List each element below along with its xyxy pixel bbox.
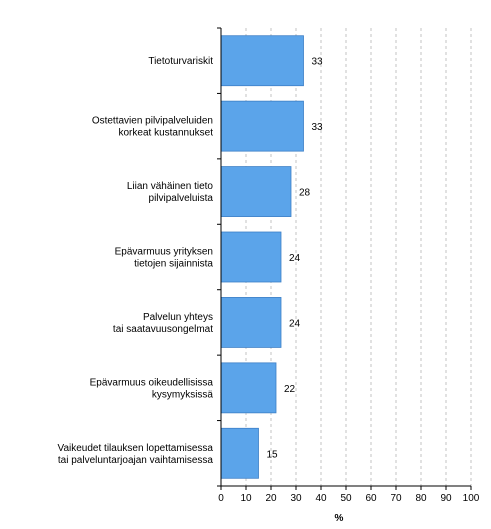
data-label: 15 [267, 449, 279, 460]
bar [220, 100, 304, 152]
bar [220, 35, 304, 87]
data-label: 33 [312, 57, 324, 68]
category-label-line: Epävarmuus oikeudellisissa [90, 377, 214, 388]
x-tick-label: 100 [463, 493, 480, 504]
data-label: 24 [289, 253, 301, 264]
category-label-line: Liian vähäinen tieto [127, 181, 214, 192]
x-tick-label: 30 [290, 493, 302, 504]
category-label: Epävarmuus yrityksen tietojen sijainnista [115, 247, 214, 270]
category-label-line: Palvelun yhteys [143, 312, 213, 323]
bars [220, 35, 304, 479]
category-label-line: pilvipalveluista [149, 193, 214, 204]
x-tick-label: 50 [340, 493, 352, 504]
category-label: Epävarmuus oikeudellisissa kysymyksissä [90, 377, 214, 400]
category-label: Vaikeudet tilauksen lopettamisessa tai pa… [58, 443, 214, 466]
bar [220, 362, 277, 414]
x-tick-label: 80 [415, 493, 427, 504]
x-tick-label: 90 [440, 493, 452, 504]
category-label-line: Ostettavien pilvipalveluiden [92, 116, 213, 127]
category-label-line: tai saatavuusongelmat [113, 324, 213, 335]
category-label-line: Epävarmuus yrityksen [115, 247, 213, 258]
x-tick-label: 70 [390, 493, 402, 504]
x-tick-label: 10 [240, 493, 252, 504]
category-label-line: Vaikeudet tilauksen lopettamisessa [58, 443, 214, 454]
category-label: Ostettavien pilvipalveluiden korkeat kust… [92, 116, 213, 139]
data-label: 22 [284, 384, 296, 395]
data-label: 33 [312, 122, 324, 133]
category-labels: Tietoturvariskit Ostettavien pilvipalvelu… [58, 56, 214, 466]
category-label: Liian vähäinen tieto pilvipalveluista [127, 181, 214, 204]
axes: 0 10 20 30 40 50 60 70 80 90 100 [217, 27, 480, 504]
x-tick-label: 20 [265, 493, 277, 504]
bar [220, 166, 292, 217]
data-label: 24 [289, 318, 301, 329]
x-tick-label: 0 [218, 493, 224, 504]
data-labels: 33 33 28 24 24 22 15 [267, 57, 324, 461]
category-label: Palvelun yhteys tai saatavuusongelmat [113, 312, 213, 335]
bar [220, 427, 259, 479]
bar [220, 297, 282, 348]
x-axis-label: % [335, 513, 344, 524]
x-tick-label: 60 [365, 493, 377, 504]
category-label-line: Tietoturvariskit [148, 56, 213, 67]
x-tick-label: 40 [315, 493, 327, 504]
category-label: Tietoturvariskit [148, 56, 213, 67]
category-label-line: kysymyksissä [152, 389, 214, 400]
bar [220, 231, 282, 283]
category-label-line: tietojen sijainnista [134, 259, 213, 270]
category-label-line: korkeat kustannukset [119, 128, 214, 139]
category-label-line: tai palveluntarjoajan vaihtamisessa [58, 455, 214, 466]
data-label: 28 [299, 188, 311, 199]
